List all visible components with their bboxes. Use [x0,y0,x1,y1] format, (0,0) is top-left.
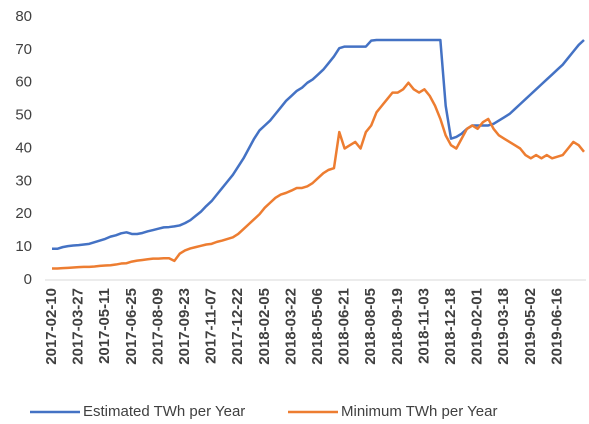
x-tick-label: 2017-08-09 [149,288,166,365]
x-tick-label: 2018-02-05 [256,288,273,365]
x-tick-label: 2017-12-22 [229,288,246,365]
y-tick-label: 0 [24,271,32,288]
legend-label: Estimated TWh per Year [83,403,245,420]
y-tick-label: 80 [15,8,32,25]
x-tick-label: 2017-02-10 [43,288,60,365]
legend-label: Minimum TWh per Year [341,403,497,420]
y-tick-label: 70 [15,41,32,58]
x-tick-label: 2018-05-06 [309,288,326,365]
x-tick-label: 2018-03-22 [282,288,299,365]
series-line [52,81,585,270]
x-tick-label: 2018-08-05 [362,288,379,365]
x-tick-label: 2018-12-18 [442,288,459,365]
y-tick-label: 10 [15,238,32,255]
x-tick-label: 2019-02-01 [469,288,486,365]
x-tick-label: 2017-11-07 [203,288,220,364]
x-tick-label: 2017-05-11 [96,288,113,364]
x-tick-label: 2019-03-18 [495,288,512,365]
y-tick-label: 50 [15,107,32,124]
x-tick-label: 2017-06-25 [123,288,140,365]
x-tick-label: 2018-09-19 [389,288,406,365]
x-tick-label: 2017-03-27 [70,288,87,365]
y-tick-label: 30 [15,172,32,189]
y-tick-label: 20 [15,205,32,222]
y-tick-label: 60 [15,74,32,91]
y-tick-label: 40 [15,139,32,156]
series-line [52,38,585,251]
x-tick-label: 2019-06-16 [548,288,565,365]
x-tick-label: 2018-06-21 [336,288,353,365]
x-tick-label: 2018-11-03 [415,288,432,364]
x-tick-label: 2017-09-23 [176,288,193,365]
x-tick-label: 2019-05-02 [522,288,539,365]
